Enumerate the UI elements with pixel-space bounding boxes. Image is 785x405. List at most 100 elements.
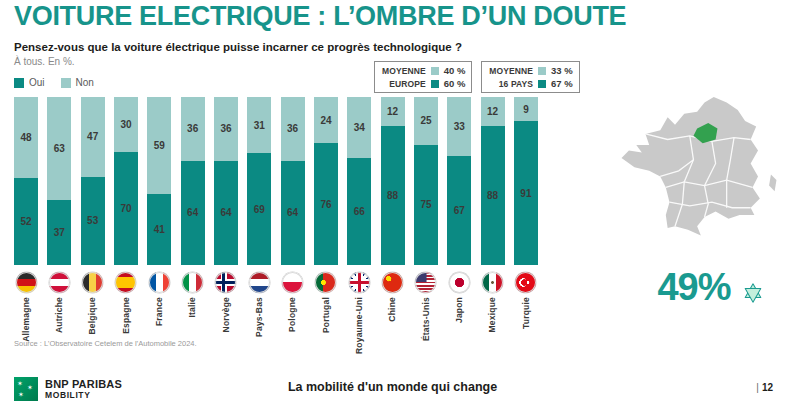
- country-label: Japon: [455, 297, 464, 323]
- non-segment: 63: [47, 97, 71, 200]
- stacked-bar: 31 69: [247, 97, 271, 265]
- stacked-bar: 59 41: [147, 97, 171, 265]
- oui-value: 91: [520, 188, 531, 199]
- oui-value: 88: [487, 190, 498, 201]
- flag-icon-belgique: [82, 272, 103, 293]
- stacked-bar: 6337: [47, 97, 71, 265]
- legend-item-oui: Oui: [14, 77, 45, 88]
- non-value: 59: [154, 140, 165, 151]
- country-column-pays-bas: 31 69 Pays-Bas: [247, 97, 271, 354]
- flag-icon-allemagne: [16, 272, 37, 293]
- average-box-16-pays: MOYENNE 33 % 16 PAYS 67 %: [481, 61, 579, 93]
- country-column-mexique: 1288Mexique: [481, 97, 505, 354]
- non-value: 33: [454, 121, 465, 132]
- stacked-bar: 36 64: [181, 97, 205, 265]
- oui-segment: 41: [147, 194, 171, 265]
- oui-segment: 69: [247, 153, 271, 265]
- non-swatch-icon: [538, 67, 546, 75]
- non-value: 36: [287, 123, 298, 134]
- stacked-bar: 30 70: [114, 97, 138, 265]
- non-swatch-icon: [61, 78, 71, 88]
- flag-icon-etats-unis: [415, 272, 436, 293]
- country-label: Chine: [388, 297, 397, 322]
- country-label: États-Unis: [422, 297, 431, 341]
- oui-value: 70: [120, 203, 131, 214]
- country-label: Turquie: [522, 297, 531, 329]
- source-note: Source : L’Observatoire Cetelem de l’Aut…: [14, 339, 197, 348]
- stacked-bar: 36 64: [281, 97, 305, 265]
- oui-segment: 53: [81, 177, 105, 265]
- flag-icon-france: [149, 272, 170, 293]
- non-segment: 31: [247, 97, 271, 153]
- country-label: Norvège: [222, 297, 231, 332]
- survey-question: Pensez-vous que la voiture électrique pu…: [14, 41, 462, 53]
- oui-segment: 64: [181, 161, 205, 265]
- oui-segment: 37: [47, 200, 71, 265]
- stacked-bar: 34 66: [347, 97, 371, 265]
- non-value: 25: [420, 115, 431, 126]
- slide: VOITURE ELECTRIQUE : L’OMBRE D’UN DOUTE …: [0, 0, 785, 405]
- non-segment: 34: [347, 97, 371, 158]
- flag-icon-espagne: [115, 272, 136, 293]
- country-label: Pays-Bas: [255, 297, 264, 337]
- average-box-europe: MOYENNE 40 % EUROPE 60 %: [374, 61, 472, 93]
- non-value: 9: [523, 104, 529, 115]
- stacked-bar: 4852: [14, 97, 38, 265]
- country-column-norvege: 36 64 Norvège: [214, 97, 238, 354]
- survey-base: À tous. En %.: [14, 56, 75, 67]
- non-swatch-icon: [431, 67, 439, 75]
- non-value: 48: [20, 132, 31, 143]
- stacked-bar: 9 91: [514, 97, 538, 265]
- page-number-value: 12: [762, 382, 773, 393]
- non-value: 24: [320, 115, 331, 126]
- country-label: Portugal: [322, 297, 331, 333]
- avg-label: MOYENNE: [489, 66, 533, 76]
- oui-swatch-icon: [538, 80, 546, 88]
- oui-value: 75: [420, 199, 431, 210]
- country-column-allemagne: 4852Allemagne: [14, 97, 38, 354]
- oui-segment: 76: [314, 143, 338, 265]
- stacked-bar: 25 75: [414, 97, 438, 265]
- oui-segment: 75: [414, 145, 438, 266]
- flag-icon-pays-bas: [249, 272, 270, 293]
- page-number: |12: [756, 382, 773, 393]
- legend-oui-label: Oui: [29, 77, 45, 88]
- country-label: Royaume-Uni: [355, 297, 364, 354]
- legend-non-label: Non: [76, 77, 94, 88]
- non-value: 36: [220, 123, 231, 134]
- country-label: Italie: [188, 297, 197, 318]
- chart-legend: Oui Non: [14, 77, 94, 88]
- non-segment: 30: [114, 97, 138, 152]
- non-value: 34: [354, 122, 365, 133]
- non-value: 36: [187, 123, 198, 134]
- oui-segment: 66: [347, 158, 371, 265]
- stacked-bar: 1288: [481, 97, 505, 265]
- non-segment: 12: [381, 97, 405, 126]
- flag-icon-norvege: [215, 272, 236, 293]
- average-boxes: MOYENNE 40 % EUROPE 60 % MOYENNE 33 % 16…: [374, 61, 580, 93]
- country-label: Belgique: [88, 297, 97, 335]
- avg-label: 16 PAYS: [489, 79, 533, 89]
- page-title: VOITURE ELECTRIQUE : L’OMBRE D’UN DOUTE: [14, 1, 626, 32]
- country-column-japon: 33 67 Japon: [447, 97, 471, 354]
- oui-value: 76: [320, 199, 331, 210]
- flag-icon-italie: [182, 272, 203, 293]
- page-separator: |: [756, 382, 759, 393]
- flag-icon-pologne: [282, 272, 303, 293]
- country-label: France: [155, 297, 164, 326]
- oui-value: 67: [454, 205, 465, 216]
- oui-segment: 64: [214, 161, 238, 265]
- non-segment: 24: [314, 97, 338, 143]
- non-segment: 36: [281, 97, 305, 161]
- avg-label: MOYENNE: [382, 66, 426, 76]
- non-segment: 59: [147, 97, 171, 194]
- oui-value: 66: [354, 206, 365, 217]
- flag-icon-turquie: [515, 272, 536, 293]
- country-label: Pologne: [288, 297, 297, 332]
- oui-value: 41: [154, 224, 165, 235]
- non-value: 30: [120, 119, 131, 130]
- non-segment: 47: [81, 97, 105, 177]
- non-segment: 9: [514, 97, 538, 121]
- oui-segment: 64: [281, 161, 305, 265]
- oui-value: 69: [254, 204, 265, 215]
